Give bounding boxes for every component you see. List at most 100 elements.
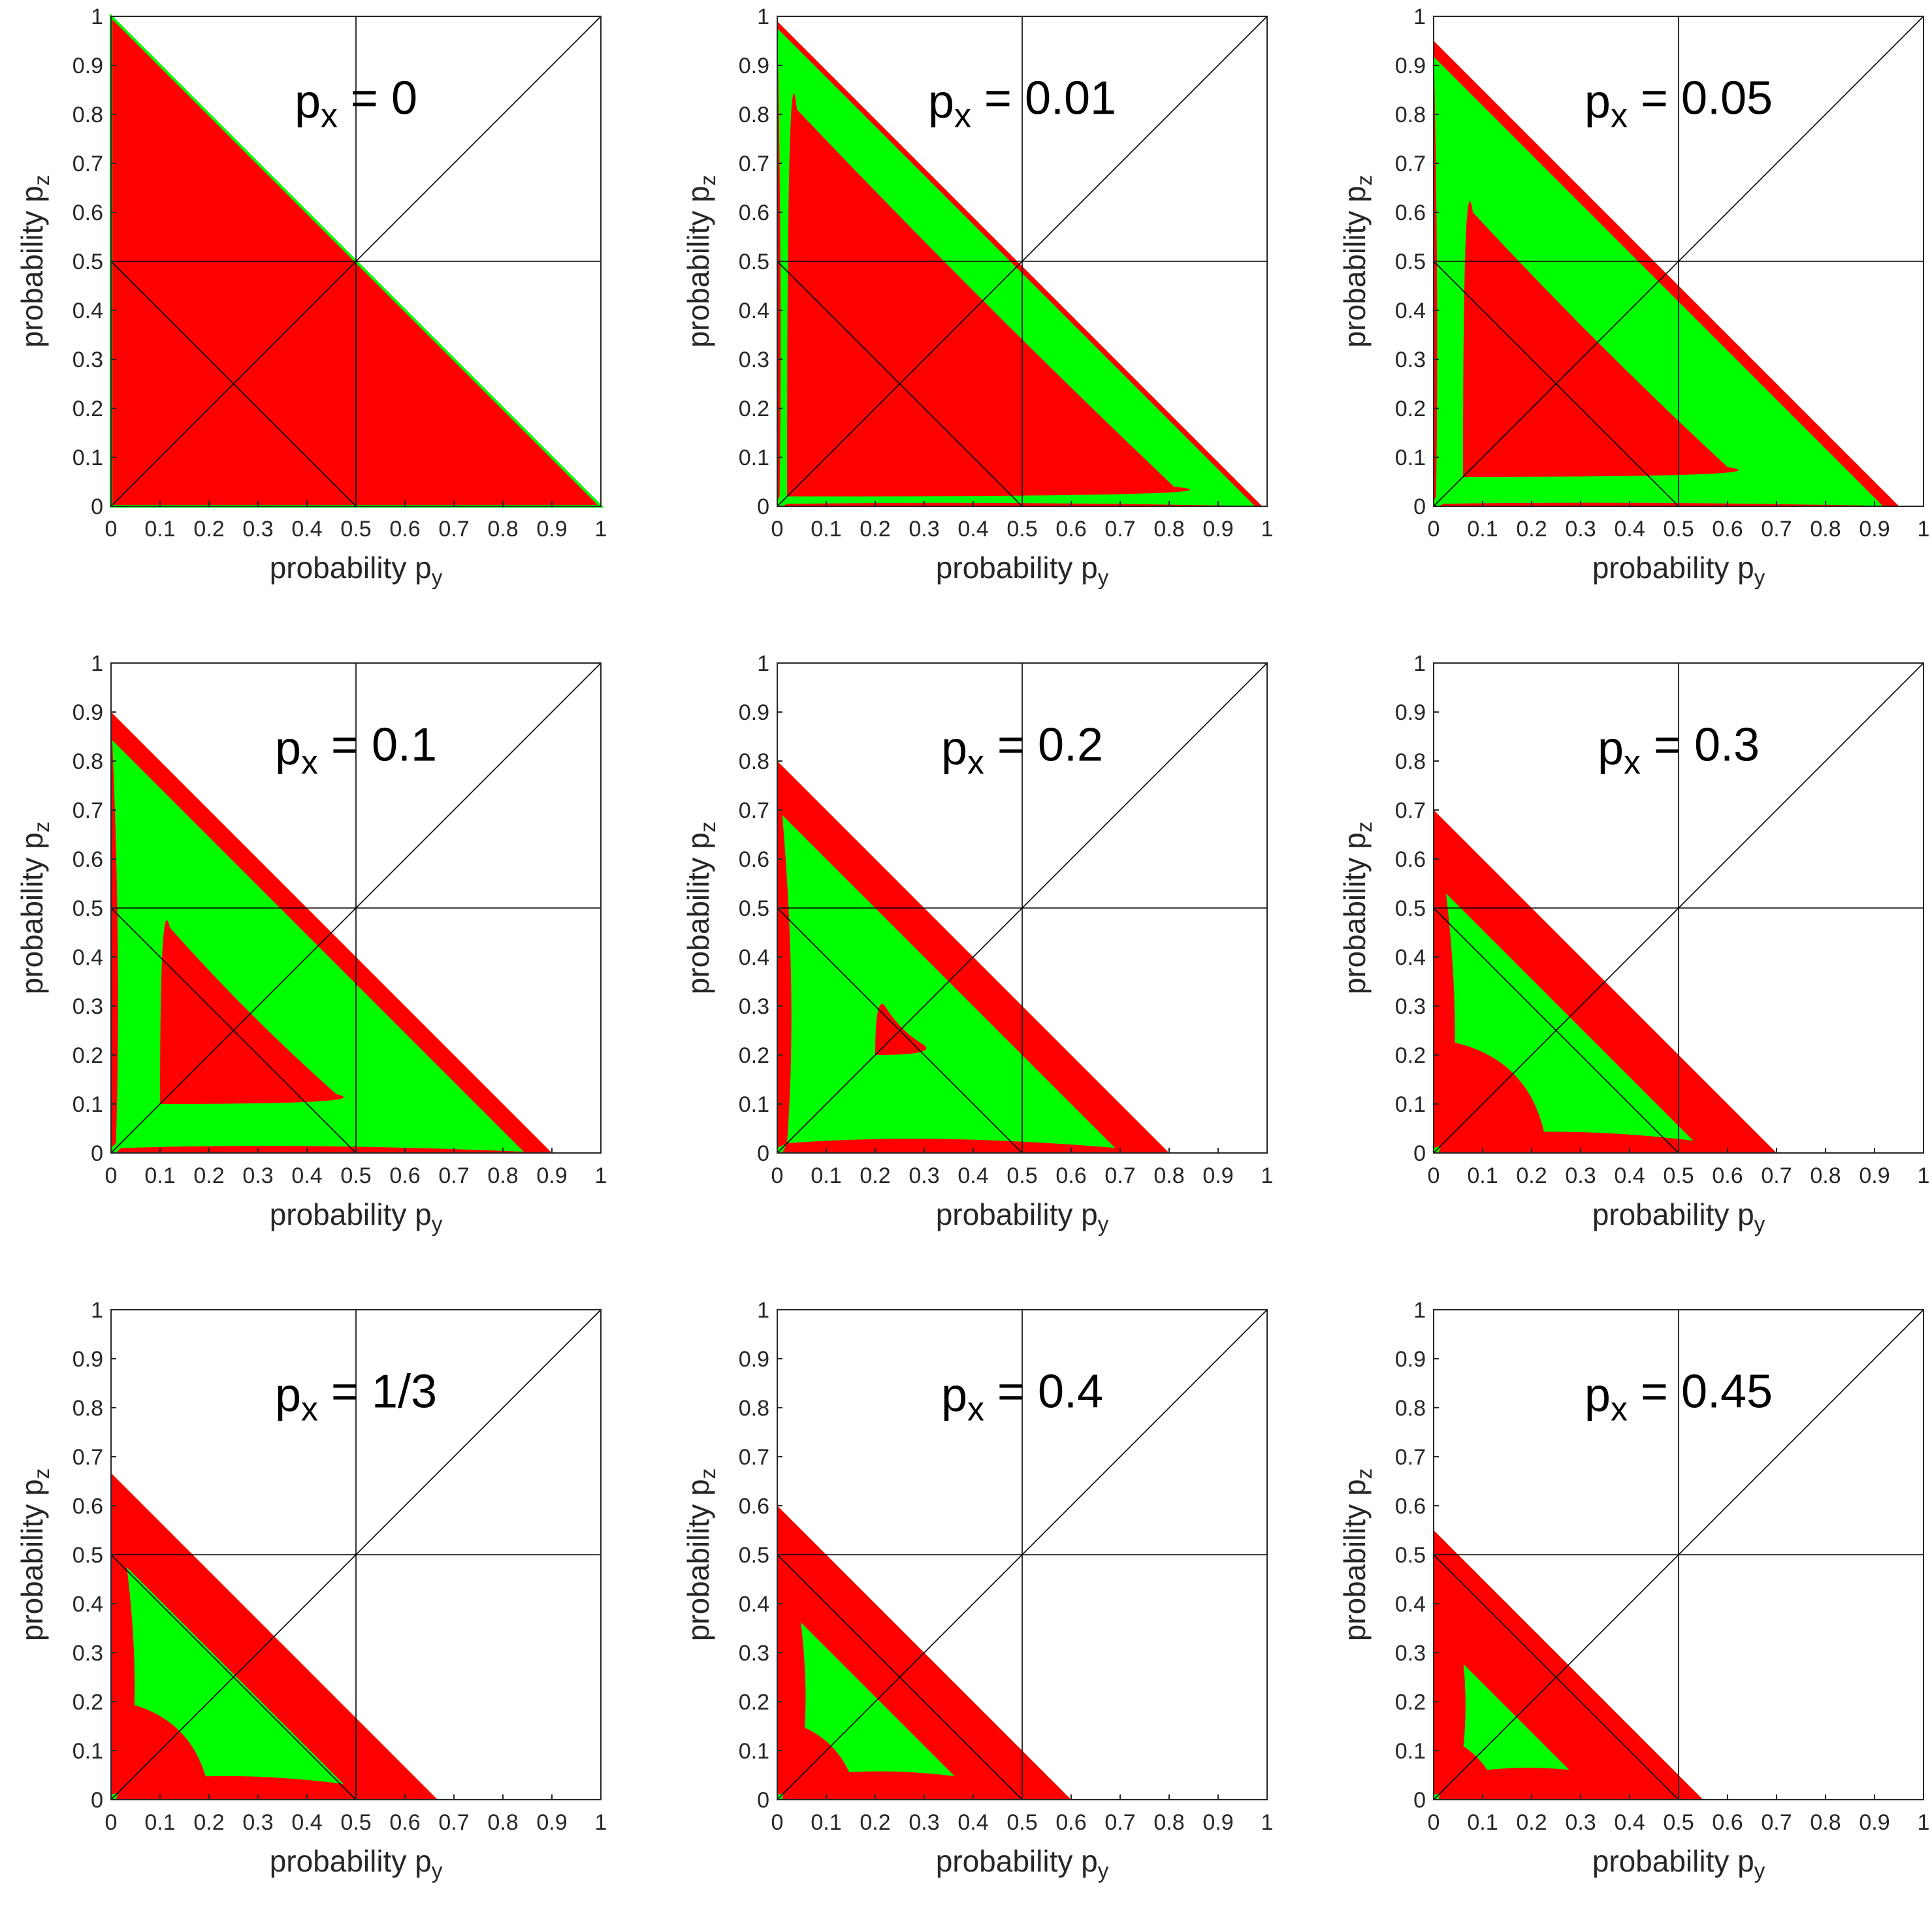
x-axis-label-base: probability p	[1592, 1844, 1754, 1878]
y-tick-label: 0.6	[72, 1494, 103, 1519]
line-anti-diagonal	[777, 1554, 1023, 1800]
subplot-8: 0 0.1 0.2 0.3 0.4 0.5 0.6 0.7 0.8 0.9 1 0 0.1 0.2 0.3 0…	[681, 1298, 1273, 1883]
y-tick-label: 0.1	[72, 446, 103, 470]
x-tick-label: 1	[1261, 1810, 1274, 1835]
region-red-left	[1434, 41, 1438, 502]
x-tick-label: 0.1	[811, 1810, 841, 1835]
x-tick-label: 0.4	[291, 1810, 322, 1835]
x-tick-label: 0.2	[1516, 1810, 1547, 1835]
x-tick-label: 0.5	[1006, 517, 1037, 542]
y-tick-label: 0.7	[739, 1445, 769, 1470]
y-tick-label: 0	[91, 1788, 103, 1813]
x-axis-label-subscript: y	[1754, 1859, 1765, 1883]
x-axis-label: probability py	[1592, 1844, 1765, 1883]
y-tick-label: 1	[1413, 651, 1426, 676]
x-tick-label: 1	[1918, 1163, 1930, 1188]
x-tick-label: 0.6	[389, 517, 420, 542]
subplot-4: 0 0.1 0.2 0.3 0.4 0.5 0.6 0.7 0.8 0.9 1 0 0.1 0.2 0.3 0…	[15, 651, 607, 1237]
x-tick-label: 0.2	[193, 1163, 224, 1188]
y-axis-label-subscript: z	[696, 1468, 720, 1480]
x-tick-label: 0.9	[1859, 517, 1890, 542]
y-axis-label: probability pz	[1338, 822, 1377, 995]
y-tick-label: 1	[1413, 5, 1426, 29]
x-axis-label-subscript: y	[1098, 1212, 1109, 1237]
line-diagonal	[777, 16, 1268, 507]
y-tick-label: 0	[757, 1141, 769, 1166]
y-tick-label: 0.3	[739, 1641, 769, 1666]
subplot-1: 0 0.1 0.2 0.3 0.4 0.5 0.6 0.7 0.8 0.9 1 0 0.1 0.2 0.3 0…	[15, 5, 607, 590]
panel-title-value: = 0.45	[1628, 1365, 1773, 1418]
x-tick-label: 0.9	[1202, 1163, 1233, 1188]
x-tick-label: 0.8	[1810, 1810, 1841, 1835]
x-tick-label: 0.8	[1153, 1810, 1184, 1835]
panel-title-subscript: x	[967, 1390, 984, 1428]
y-tick-label: 0.2	[739, 1043, 769, 1068]
x-tick-label: 0.8	[1153, 1163, 1184, 1188]
x-tick-label: 0.4	[958, 1163, 988, 1188]
y-tick-label: 0.7	[72, 798, 103, 823]
y-tick-label: 0.1	[1395, 446, 1426, 470]
panel-title-subscript: x	[321, 97, 338, 135]
y-tick-label: 0.1	[739, 446, 769, 470]
y-axis-label-subscript: z	[30, 822, 54, 833]
y-tick-label: 1	[1413, 1298, 1426, 1323]
panel-title: px = 0.2	[941, 719, 1103, 781]
x-tick-label: 0.1	[144, 517, 175, 542]
x-tick-label: 0.7	[1761, 1163, 1792, 1188]
y-tick-label: 0.6	[1395, 847, 1426, 872]
x-tick-label: 0.6	[1055, 517, 1086, 542]
subplot-5: 0 0.1 0.2 0.3 0.4 0.5 0.6 0.7 0.8 0.9 1 0 0.1 0.2 0.3 0…	[681, 651, 1273, 1237]
x-tick-label: 0.1	[1467, 1810, 1498, 1835]
y-axis-label-base: probability p	[1338, 186, 1372, 348]
panel-title-subscript: x	[954, 97, 971, 135]
panel-title: px = 0.45	[1585, 1365, 1773, 1427]
x-tick-label: 0.1	[144, 1163, 175, 1188]
y-tick-label: 0.2	[739, 397, 769, 421]
y-tick-label: 0	[1413, 495, 1426, 519]
line-diagonal	[110, 662, 602, 1154]
x-tick-label: 0.2	[860, 517, 890, 542]
line-anti-diagonal	[777, 261, 1023, 507]
panel-title-value: = 0.01	[971, 72, 1116, 124]
y-tick-label: 0.5	[1395, 896, 1426, 921]
panel-title-base: p	[295, 76, 321, 128]
x-tick-label: 0.7	[438, 1810, 469, 1835]
line-anti-diagonal	[110, 1554, 357, 1800]
x-tick-label: 0.9	[536, 1163, 567, 1188]
x-tick-label: 0	[105, 1163, 118, 1188]
x-tick-label: 0.5	[340, 1163, 371, 1188]
x-axis-label: probability py	[270, 1844, 443, 1883]
panel-title-subscript: x	[967, 743, 984, 781]
x-tick-label: 0	[1428, 1163, 1440, 1188]
y-tick-label: 0.2	[72, 1690, 103, 1715]
x-axis-label-subscript: y	[432, 1859, 443, 1883]
y-tick-label: 0.6	[72, 847, 103, 872]
y-axis-label: probability pz	[1338, 1468, 1377, 1642]
line-anti-diagonal	[110, 261, 357, 507]
x-axis-label-base: probability p	[936, 551, 1098, 585]
x-tick-label: 0.6	[1055, 1163, 1086, 1188]
panel-title-base: p	[1598, 722, 1624, 775]
x-tick-label: 0	[105, 517, 118, 542]
line-diagonal	[110, 1309, 602, 1800]
x-tick-label: 0	[771, 1810, 784, 1835]
y-tick-label: 0.6	[739, 847, 769, 872]
line-anti-diagonal	[110, 907, 357, 1154]
panel-title-value: = 0.3	[1641, 719, 1760, 771]
panel-title: px = 0.1	[275, 719, 437, 781]
x-tick-label: 0.4	[1614, 1163, 1645, 1188]
x-axis-label: probability py	[270, 1197, 443, 1237]
y-tick-label: 0.3	[739, 348, 769, 372]
y-tick-label: 0.3	[1395, 348, 1426, 372]
y-axis-label-subscript: z	[1353, 822, 1377, 833]
x-tick-label: 0.2	[860, 1810, 890, 1835]
subplot-3: 0 0.1 0.2 0.3 0.4 0.5 0.6 0.7 0.8 0.9 1 0 0.1 0.2 0.3 0…	[1338, 5, 1929, 590]
x-axis-label-base: probability p	[270, 1844, 432, 1878]
y-tick-label: 0.7	[1395, 152, 1426, 176]
y-tick-label: 0.5	[1395, 250, 1426, 274]
y-tick-label: 0.4	[1395, 1592, 1426, 1617]
panel-title: px = 0	[295, 72, 417, 134]
panel-title-subscript: x	[301, 743, 318, 781]
x-axis-label: probability py	[1592, 551, 1765, 590]
line-anti-diagonal	[777, 907, 1023, 1154]
